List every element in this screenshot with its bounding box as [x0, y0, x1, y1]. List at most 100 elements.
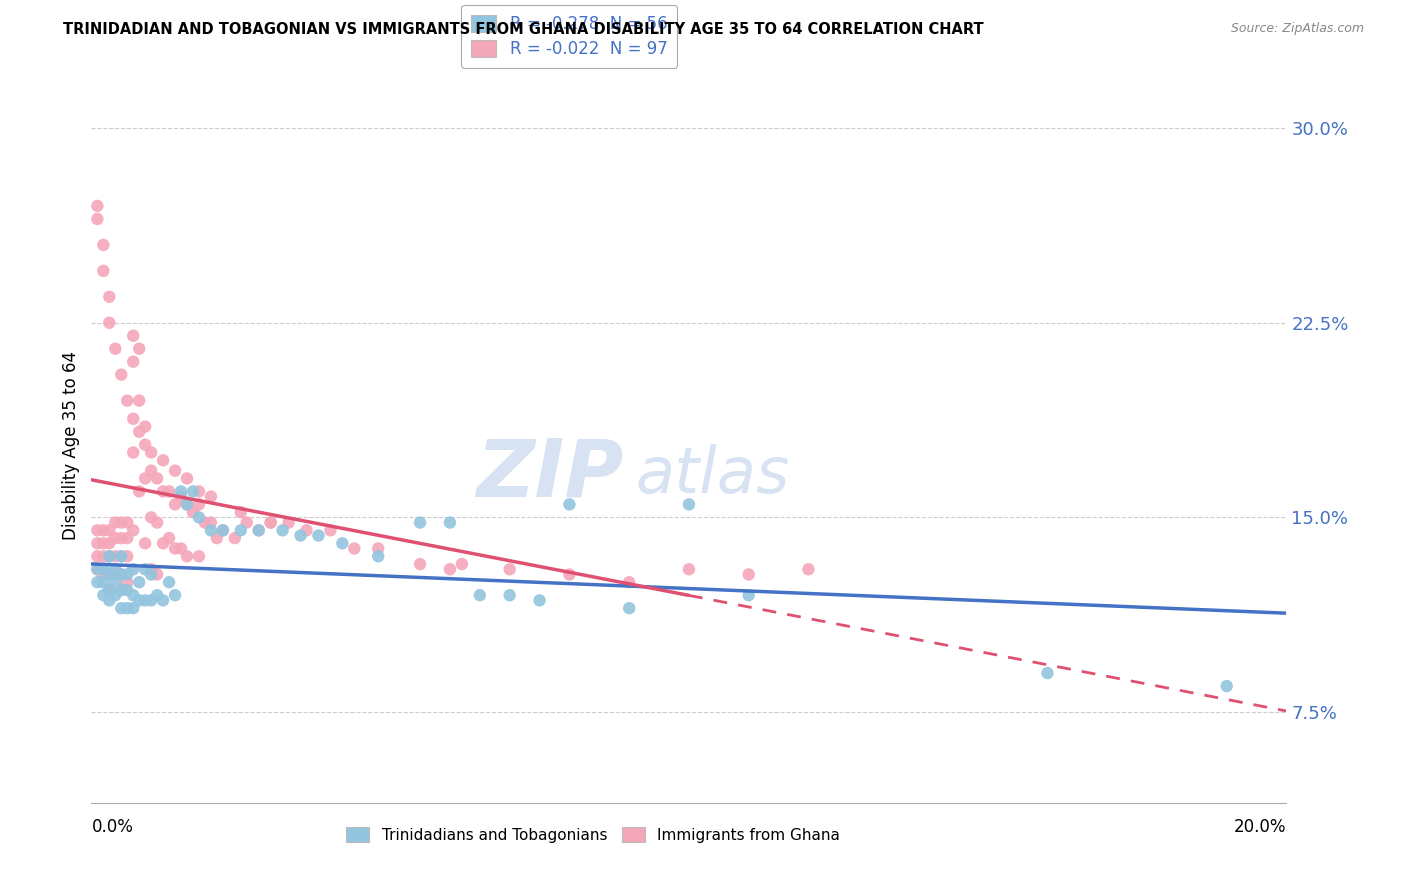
- Point: [439, 516, 461, 530]
- Point: [188, 497, 211, 511]
- Point: [141, 562, 163, 576]
- Point: [110, 516, 132, 530]
- Point: [115, 601, 138, 615]
- Point: [93, 562, 115, 576]
- Point: [115, 531, 138, 545]
- Point: [163, 588, 186, 602]
- Point: [194, 516, 217, 530]
- Text: 0.0%: 0.0%: [91, 818, 134, 837]
- Point: [181, 505, 204, 519]
- Point: [141, 567, 163, 582]
- Point: [200, 516, 222, 530]
- Y-axis label: Disability Age 35 to 64: Disability Age 35 to 64: [62, 351, 80, 541]
- Point: [134, 419, 156, 434]
- Point: [86, 524, 108, 538]
- Point: [188, 510, 211, 524]
- Point: [93, 567, 115, 582]
- Text: atlas: atlas: [636, 443, 789, 506]
- Point: [170, 541, 193, 556]
- Point: [529, 593, 551, 607]
- Point: [134, 536, 156, 550]
- Point: [367, 549, 389, 564]
- Point: [86, 562, 108, 576]
- Point: [343, 541, 366, 556]
- Point: [128, 593, 150, 607]
- Point: [110, 601, 132, 615]
- Point: [110, 531, 132, 545]
- Point: [98, 567, 121, 582]
- Point: [157, 531, 180, 545]
- Point: [152, 453, 174, 467]
- Point: [110, 582, 132, 597]
- Point: [176, 497, 198, 511]
- Point: [211, 524, 233, 538]
- Point: [141, 445, 163, 459]
- Point: [86, 536, 108, 550]
- Point: [86, 199, 108, 213]
- Point: [122, 411, 145, 425]
- Point: [319, 524, 342, 538]
- Point: [797, 562, 820, 576]
- Point: [205, 531, 228, 545]
- Point: [157, 575, 180, 590]
- Point: [98, 582, 121, 597]
- Point: [163, 464, 186, 478]
- Point: [367, 541, 389, 556]
- Point: [122, 588, 145, 602]
- Point: [86, 211, 108, 226]
- Point: [181, 484, 204, 499]
- Text: 20.0%: 20.0%: [1234, 818, 1286, 837]
- Point: [110, 549, 132, 564]
- Point: [170, 490, 193, 504]
- Text: TRINIDADIAN AND TOBAGONIAN VS IMMIGRANTS FROM GHANA DISABILITY AGE 35 TO 64 CORR: TRINIDADIAN AND TOBAGONIAN VS IMMIGRANTS…: [63, 22, 984, 37]
- Point: [211, 524, 233, 538]
- Point: [247, 524, 270, 538]
- Point: [134, 562, 156, 576]
- Point: [146, 471, 169, 485]
- Point: [176, 549, 198, 564]
- Point: [277, 516, 299, 530]
- Point: [141, 464, 163, 478]
- Point: [93, 588, 115, 602]
- Point: [176, 497, 198, 511]
- Point: [122, 562, 145, 576]
- Point: [104, 516, 127, 530]
- Point: [200, 524, 222, 538]
- Point: [409, 557, 432, 571]
- Point: [229, 505, 252, 519]
- Point: [439, 562, 461, 576]
- Point: [1216, 679, 1239, 693]
- Text: Source: ZipAtlas.com: Source: ZipAtlas.com: [1230, 22, 1364, 36]
- Point: [678, 497, 700, 511]
- Point: [98, 593, 121, 607]
- Point: [468, 588, 491, 602]
- Point: [98, 549, 121, 564]
- Point: [93, 549, 115, 564]
- Point: [134, 438, 156, 452]
- Point: [737, 567, 759, 582]
- Point: [290, 528, 312, 542]
- Point: [128, 342, 150, 356]
- Point: [188, 484, 211, 499]
- Point: [122, 445, 145, 459]
- Point: [104, 342, 127, 356]
- Point: [259, 516, 281, 530]
- Point: [128, 393, 150, 408]
- Point: [122, 524, 145, 538]
- Point: [104, 562, 127, 576]
- Point: [134, 471, 156, 485]
- Point: [104, 531, 127, 545]
- Point: [104, 588, 127, 602]
- Point: [450, 557, 472, 571]
- Point: [98, 316, 121, 330]
- Point: [93, 575, 115, 590]
- Point: [146, 516, 169, 530]
- Point: [409, 516, 432, 530]
- Point: [98, 536, 121, 550]
- Point: [110, 368, 132, 382]
- Point: [115, 575, 138, 590]
- Point: [152, 484, 174, 499]
- Point: [163, 497, 186, 511]
- Point: [332, 536, 354, 550]
- Point: [146, 588, 169, 602]
